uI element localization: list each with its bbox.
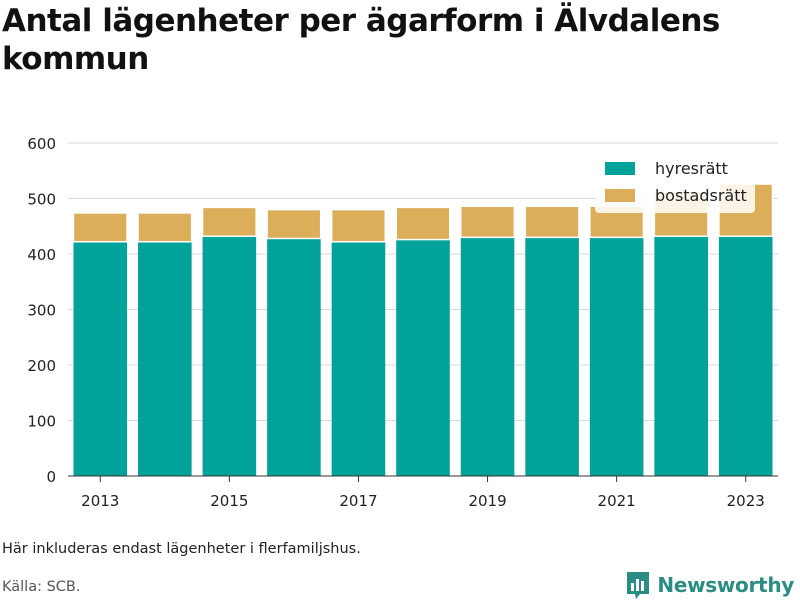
bar-hyresratt [73, 241, 128, 476]
bar-hyresratt [718, 236, 773, 476]
y-tick-label: 400 [27, 246, 56, 264]
bar-bostadsratt [395, 206, 451, 241]
bar-bostadsratt [266, 208, 322, 240]
newsworthy-brand[interactable]: Newsworthy [625, 568, 794, 602]
bar-bostadsratt [72, 212, 128, 243]
y-tick-label: 100 [27, 413, 56, 431]
source-note: Källa: SCB. [2, 579, 81, 595]
bars [72, 183, 774, 476]
bar-hyresratt [138, 241, 192, 476]
legend-label: hyresrätt [655, 159, 728, 178]
x-tick-label: 2019 [468, 492, 506, 510]
chart-note: Här inkluderas endast lägenheter i flerf… [2, 541, 361, 557]
y-tick-label: 600 [27, 135, 56, 153]
bar-bostadsratt [460, 205, 516, 239]
bar-bostadsratt [137, 212, 193, 243]
legend-label: bostadsrätt [655, 186, 747, 205]
chart-title: Antal lägenheter per ägarform i Älvdalen… [2, 3, 720, 77]
x-tick-label: 2023 [727, 492, 765, 510]
bar-hyresratt [589, 237, 644, 476]
y-tick-label: 0 [46, 468, 56, 486]
x-tick-label: 2013 [81, 492, 119, 510]
bar-hyresratt [396, 239, 450, 476]
brand-name: Newsworthy [657, 573, 794, 597]
x-axis: 2013 2015 2017 2019 2021 2023 [68, 475, 778, 510]
x-tick-label: 2017 [339, 492, 377, 510]
bar-hyresratt [331, 241, 386, 476]
y-tick-label: 500 [27, 191, 56, 209]
y-tick-label: 200 [27, 357, 56, 375]
bar-hyresratt [654, 236, 708, 476]
legend: hyresrätt bostadsrätt [595, 155, 755, 213]
x-tick-label: 2021 [598, 492, 636, 510]
x-tick-label: 2015 [210, 492, 248, 510]
bar-hyresratt [202, 236, 257, 476]
bar-bostadsratt [201, 206, 257, 237]
y-axis: 0 100 200 300 400 500 600 [27, 135, 56, 486]
newsworthy-logo-icon [627, 572, 650, 599]
bar-bostadsratt [524, 205, 580, 239]
bar-hyresratt [525, 237, 579, 476]
bar-bostadsratt [330, 208, 386, 243]
legend-swatch-1 [605, 189, 635, 202]
legend-swatch-0 [605, 162, 635, 175]
bar-hyresratt [460, 237, 515, 476]
bar-hyresratt [267, 238, 321, 476]
y-tick-label: 300 [27, 302, 56, 320]
